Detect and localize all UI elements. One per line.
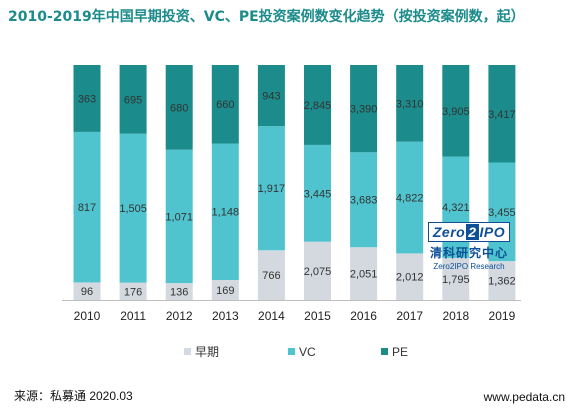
data-label-pe-2018: 3,905	[442, 106, 470, 118]
data-label-vc-2018: 4,321	[442, 202, 470, 214]
data-label-pe-2019: 3,417	[488, 109, 516, 121]
data-label-early-2018: 1,795	[442, 274, 470, 286]
x-tick-label-2017: 2017	[396, 309, 423, 323]
bar-vc-2010	[73, 131, 101, 283]
data-label-vc-2015: 3,445	[304, 188, 332, 200]
data-label-vc-2010: 817	[78, 202, 96, 214]
data-label-vc-2011: 1,505	[119, 203, 147, 215]
zero2ipo-logo: Zero 2 IPO	[427, 222, 511, 242]
data-label-pe-2017: 3,310	[396, 98, 424, 110]
x-tick-label-2014: 2014	[258, 309, 285, 323]
data-label-vc-2019: 3,455	[488, 207, 516, 219]
data-label-pe-2011: 695	[124, 94, 142, 106]
bar-pe-2011	[119, 65, 147, 134]
x-tick-label-2018: 2018	[442, 309, 469, 323]
x-tick-label-2013: 2013	[212, 309, 239, 323]
data-label-early-2017: 2,012	[396, 272, 424, 284]
bar-pe-2013	[211, 65, 239, 144]
bar-vc-2011	[119, 133, 147, 283]
data-label-pe-2014: 943	[262, 91, 280, 103]
bar-vc-2012	[165, 149, 193, 284]
x-tick-label-2012: 2012	[166, 309, 193, 323]
data-label-vc-2012: 1,071	[165, 211, 193, 223]
bar-vc-2013	[211, 143, 239, 280]
labels-layer: 96 817 363 176 1,505 695 136 1,071 680 169 1,148 66…	[78, 91, 516, 299]
legend: 早期 VC PE	[184, 345, 408, 359]
bar-early-2011	[119, 282, 147, 300]
bar-vc-2016	[350, 152, 378, 248]
chart-title: 2010-2019年中国早期投资、VC、PE投资案例数变化趋势（按投资案例数，起…	[8, 9, 525, 25]
footer-website: www.pedata.cn	[483, 390, 565, 404]
data-label-vc-2016: 3,683	[350, 195, 378, 207]
bar-early-2013	[211, 279, 239, 300]
footer-source: 来源：私募通 2020.03	[14, 389, 133, 403]
bar-pe-2016	[350, 65, 378, 153]
x-tick-label-2015: 2015	[304, 309, 331, 323]
x-tick-label-2019: 2019	[489, 309, 516, 323]
bar-pe-2017	[396, 65, 424, 142]
x-tick-label-2011: 2011	[120, 309, 146, 323]
data-label-pe-2013: 660	[216, 99, 234, 111]
bar-early-2019	[488, 261, 516, 300]
bar-vc-2017	[396, 141, 424, 254]
data-label-pe-2010: 363	[78, 93, 96, 105]
x-tick-label-2010: 2010	[74, 309, 101, 323]
bar-early-2017	[396, 253, 424, 300]
legend-swatch-pe	[381, 348, 388, 355]
data-label-pe-2016: 3,390	[350, 104, 378, 116]
watermark-cn-text: 清科研究中心	[429, 246, 508, 260]
watermark-en-text: Zero2IPO Research	[433, 262, 505, 271]
bar-pe-2012	[165, 65, 193, 150]
data-label-vc-2017: 4,822	[396, 193, 424, 205]
data-label-early-2011: 176	[124, 286, 142, 298]
bar-vc-2015	[304, 144, 331, 242]
bar-vc-2019	[488, 162, 516, 262]
data-label-vc-2014: 1,917	[258, 183, 286, 195]
bar-early-2016	[350, 247, 378, 300]
bar-early-2010	[73, 282, 101, 300]
legend-label-vc: VC	[299, 345, 316, 359]
bar-pe-2015	[304, 65, 331, 145]
bar-early-2015	[304, 241, 331, 300]
bar-pe-2010	[73, 65, 101, 132]
data-label-pe-2012: 680	[170, 102, 188, 114]
data-label-early-2019: 1,362	[488, 276, 516, 288]
data-label-pe-2015: 2,845	[304, 100, 332, 112]
data-label-early-2015: 2,075	[304, 266, 332, 278]
x-axis: 2010 2011 2012 2013 2014 2015 2016 2017 2018 2019	[62, 300, 521, 323]
data-label-early-2012: 136	[170, 287, 188, 299]
bar-pe-2014	[257, 65, 285, 127]
data-label-early-2014: 766	[262, 270, 280, 282]
data-label-early-2016: 2,051	[350, 269, 378, 281]
data-label-early-2010: 96	[81, 286, 93, 298]
legend-swatch-vc	[288, 348, 295, 355]
bars-layer	[73, 65, 516, 300]
bar-pe-2018	[442, 65, 470, 157]
zero2ipo-watermark: Zero 2 IPO 清科研究中心 Zero2IPO Research	[425, 222, 513, 271]
bar-early-2014	[257, 250, 285, 300]
bar-pe-2019	[488, 65, 516, 163]
bar-early-2012	[165, 283, 193, 300]
bar-early-2018	[442, 257, 470, 300]
legend-swatch-early	[184, 348, 191, 355]
legend-label-early: 早期	[195, 345, 219, 359]
x-tick-label-2016: 2016	[350, 309, 377, 323]
data-label-vc-2013: 1,148	[212, 207, 240, 219]
legend-label-pe: PE	[392, 345, 408, 359]
data-label-early-2013: 169	[216, 285, 234, 297]
bar-vc-2014	[257, 126, 285, 251]
